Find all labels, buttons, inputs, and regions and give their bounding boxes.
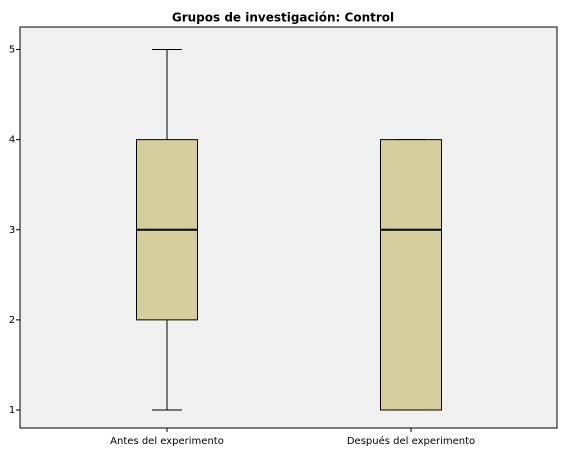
chart-title: Grupos de investigación: Control: [172, 11, 394, 25]
y-tick-label: 1: [9, 405, 15, 416]
plot-area: [19, 26, 558, 429]
box: [380, 139, 442, 411]
x-tick-label: Después del experimento: [347, 435, 475, 447]
y-tick-label: 4: [9, 135, 15, 146]
y-tick-label: 5: [9, 45, 15, 56]
y-tick-label: 2: [9, 315, 15, 326]
x-tick-label: Antes del experimento: [110, 436, 224, 447]
y-tick-label: 3: [9, 225, 15, 236]
